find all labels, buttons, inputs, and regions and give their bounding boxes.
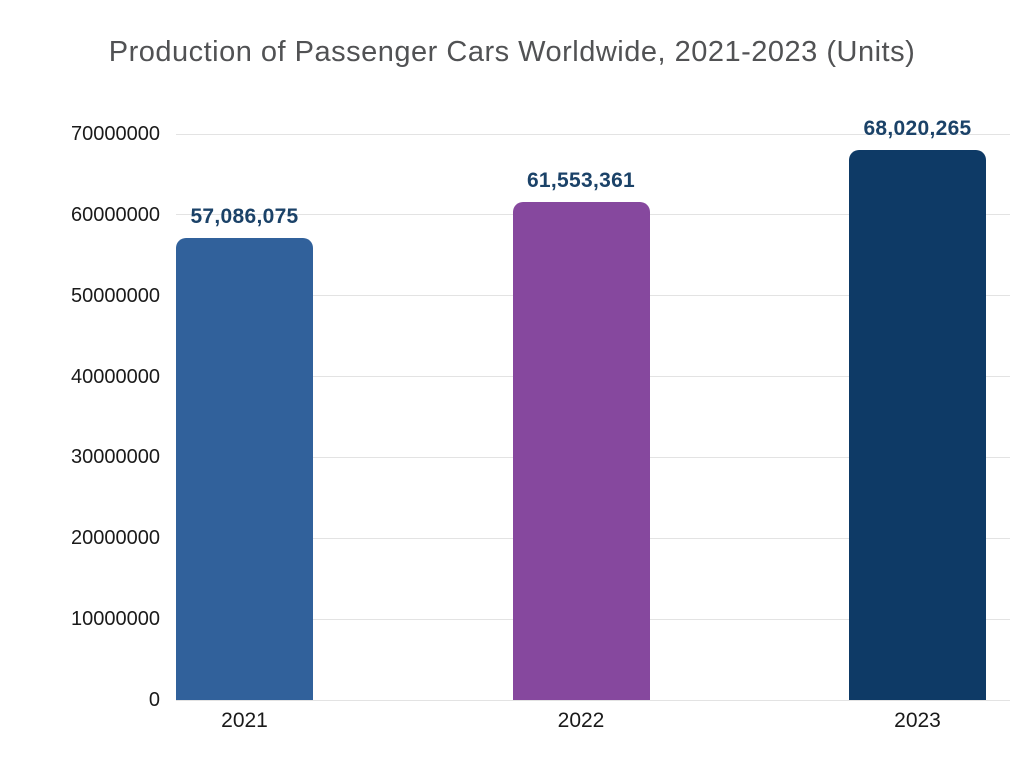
x-axis-baseline (176, 699, 1010, 701)
bar-2023 (849, 150, 986, 700)
bar-value-label: 61,553,361 (526, 169, 636, 193)
bar-value-label: 68,020,265 (863, 117, 972, 140)
y-tick-label: 10000000 (71, 608, 160, 631)
chart-title: Production of Passenger Cars Worldwide, … (108, 36, 916, 68)
x-tick-label: 2022 (557, 709, 605, 732)
x-tick-label: 2021 (221, 709, 268, 732)
y-tick-label: 0 (148, 689, 160, 711)
y-tick-label: 40000000 (71, 365, 160, 388)
bar-2021 (176, 238, 313, 700)
y-tick-label: 70000000 (71, 123, 160, 145)
bar-2022 (512, 202, 650, 700)
x-tick-label: 2023 (894, 709, 941, 732)
y-tick-label: 50000000 (71, 284, 160, 307)
bar-value-label: 57,086,075 (190, 205, 299, 229)
y-tick-label: 30000000 (71, 446, 160, 469)
gridline (176, 133, 1010, 135)
y-tick-label: 20000000 (71, 527, 160, 550)
y-tick-label: 60000000 (71, 203, 160, 226)
